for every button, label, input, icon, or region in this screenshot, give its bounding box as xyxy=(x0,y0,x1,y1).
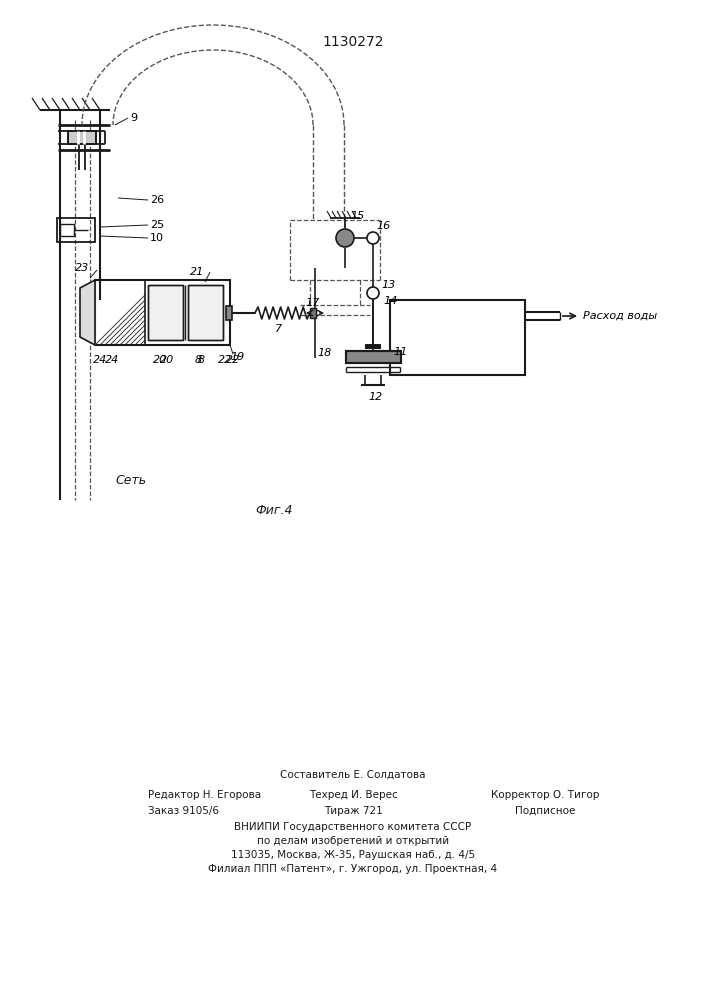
Bar xyxy=(346,351,401,363)
Text: 1130272: 1130272 xyxy=(322,35,384,49)
Text: Тираж 721: Тираж 721 xyxy=(324,806,382,816)
Circle shape xyxy=(336,229,354,247)
Text: 24: 24 xyxy=(105,355,119,365)
Text: Редактор Н. Егорова: Редактор Н. Егорова xyxy=(148,790,261,800)
Text: Техред И. Верес: Техред И. Верес xyxy=(309,790,397,800)
Bar xyxy=(226,306,232,320)
Text: Фиг.4: Фиг.4 xyxy=(255,504,293,516)
Bar xyxy=(68,131,96,144)
Text: 8: 8 xyxy=(194,355,201,365)
Bar xyxy=(60,224,74,236)
Text: 20: 20 xyxy=(160,355,174,365)
Text: 14: 14 xyxy=(383,296,397,306)
Text: Филиал ППП «Патент», г. Ужгород, ул. Проектная, 4: Филиал ППП «Патент», г. Ужгород, ул. Про… xyxy=(209,864,498,874)
Text: 20: 20 xyxy=(153,355,167,365)
Text: 22: 22 xyxy=(218,355,232,365)
Text: Корректор О. Тигор: Корректор О. Тигор xyxy=(491,790,600,800)
Text: 21: 21 xyxy=(190,267,204,277)
Text: 8: 8 xyxy=(198,355,205,365)
Text: 26: 26 xyxy=(150,195,164,205)
Text: 18: 18 xyxy=(317,348,332,358)
Text: 15: 15 xyxy=(350,211,364,221)
Text: ВНИИПИ Государственного комитета СССР: ВНИИПИ Государственного комитета СССР xyxy=(235,822,472,832)
Bar xyxy=(68,131,96,144)
Text: Подписное: Подписное xyxy=(515,806,575,816)
Text: Составитель Е. Солдатова: Составитель Е. Солдатова xyxy=(280,770,426,780)
Text: 13: 13 xyxy=(381,280,395,290)
Polygon shape xyxy=(80,280,95,345)
Bar xyxy=(188,285,223,340)
Text: Заказ 9105/6: Заказ 9105/6 xyxy=(148,806,219,816)
Text: 22: 22 xyxy=(226,355,240,365)
Text: 16: 16 xyxy=(376,221,390,231)
Bar xyxy=(148,285,183,340)
Text: 113035, Москва, Ж-35, Раушская наб., д. 4/5: 113035, Москва, Ж-35, Раушская наб., д. … xyxy=(231,850,475,860)
Bar xyxy=(310,308,316,318)
Text: 12: 12 xyxy=(368,392,382,402)
Bar xyxy=(390,300,525,375)
Text: 11: 11 xyxy=(393,347,407,357)
Text: Сеть: Сеть xyxy=(115,474,146,487)
Bar xyxy=(57,218,95,242)
Text: 24: 24 xyxy=(93,355,107,365)
Text: 23: 23 xyxy=(75,263,89,273)
Bar xyxy=(95,280,230,345)
Text: 19: 19 xyxy=(230,352,244,362)
Text: 9: 9 xyxy=(130,113,137,123)
Text: Расход воды: Расход воды xyxy=(583,311,657,321)
Text: 25: 25 xyxy=(150,220,164,230)
Text: по делам изобретений и открытий: по делам изобретений и открытий xyxy=(257,836,449,846)
Text: 7: 7 xyxy=(275,324,282,334)
Bar xyxy=(346,351,401,363)
Bar xyxy=(188,285,223,340)
Text: 10: 10 xyxy=(150,233,164,243)
Bar xyxy=(148,285,183,340)
Text: 17: 17 xyxy=(305,298,320,308)
